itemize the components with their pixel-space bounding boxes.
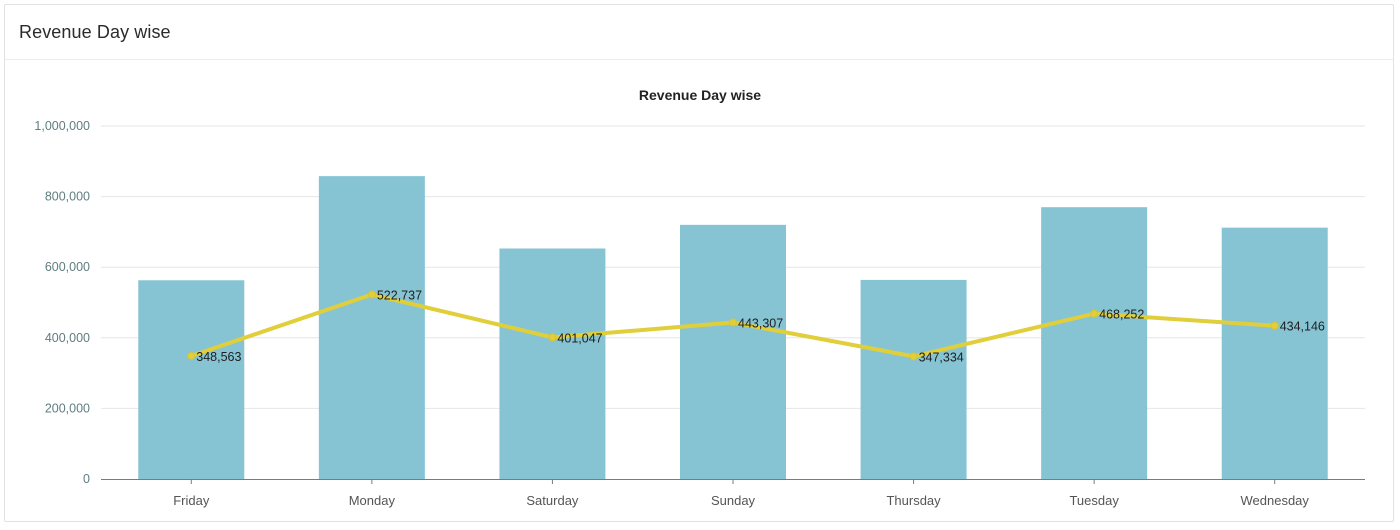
bar-monday[interactable] bbox=[318, 176, 425, 479]
bar-friday[interactable] bbox=[138, 280, 245, 479]
data-label: 347,334 bbox=[919, 350, 964, 364]
data-label: 468,252 bbox=[1099, 308, 1144, 322]
data-label: 401,047 bbox=[557, 331, 602, 345]
x-tick-label: Monday bbox=[349, 493, 396, 508]
x-tick-label: Thursday bbox=[886, 493, 941, 508]
data-label: 522,737 bbox=[377, 288, 422, 302]
x-tick-label: Sunday bbox=[711, 493, 756, 508]
x-tick-label: Wednesday bbox=[1241, 493, 1310, 508]
bar-saturday[interactable] bbox=[499, 248, 606, 479]
x-tick-label: Saturday bbox=[526, 493, 579, 508]
line-point[interactable] bbox=[1270, 321, 1279, 330]
data-label: 443,307 bbox=[738, 317, 783, 331]
line-point[interactable] bbox=[367, 290, 376, 299]
y-tick-label: 0 bbox=[83, 472, 90, 486]
line-point[interactable] bbox=[909, 352, 918, 361]
bar-tuesday[interactable] bbox=[1041, 207, 1148, 479]
y-tick-label: 800,000 bbox=[45, 190, 90, 204]
data-label: 348,563 bbox=[196, 350, 241, 364]
bar-thursday[interactable] bbox=[860, 279, 967, 479]
line-point[interactable] bbox=[729, 318, 737, 327]
bar-wednesday[interactable] bbox=[1221, 227, 1328, 479]
y-tick-label: 400,000 bbox=[45, 331, 90, 345]
line-point[interactable] bbox=[1090, 309, 1099, 318]
y-tick-label: 1,000,000 bbox=[34, 119, 90, 133]
data-label: 434,146 bbox=[1280, 320, 1325, 334]
card-header: Revenue Day wise bbox=[5, 5, 1393, 60]
chart-title: Revenue Day wise bbox=[639, 87, 761, 103]
card-title: Revenue Day wise bbox=[19, 21, 171, 42]
x-tick-label: Tuesday bbox=[1069, 493, 1119, 508]
y-tick-label: 600,000 bbox=[45, 260, 90, 274]
line-point[interactable] bbox=[187, 351, 196, 360]
bar-sunday[interactable] bbox=[680, 224, 786, 479]
x-tick-label: Friday bbox=[173, 493, 210, 508]
line-point[interactable] bbox=[548, 333, 557, 342]
y-tick-label: 200,000 bbox=[45, 401, 90, 415]
